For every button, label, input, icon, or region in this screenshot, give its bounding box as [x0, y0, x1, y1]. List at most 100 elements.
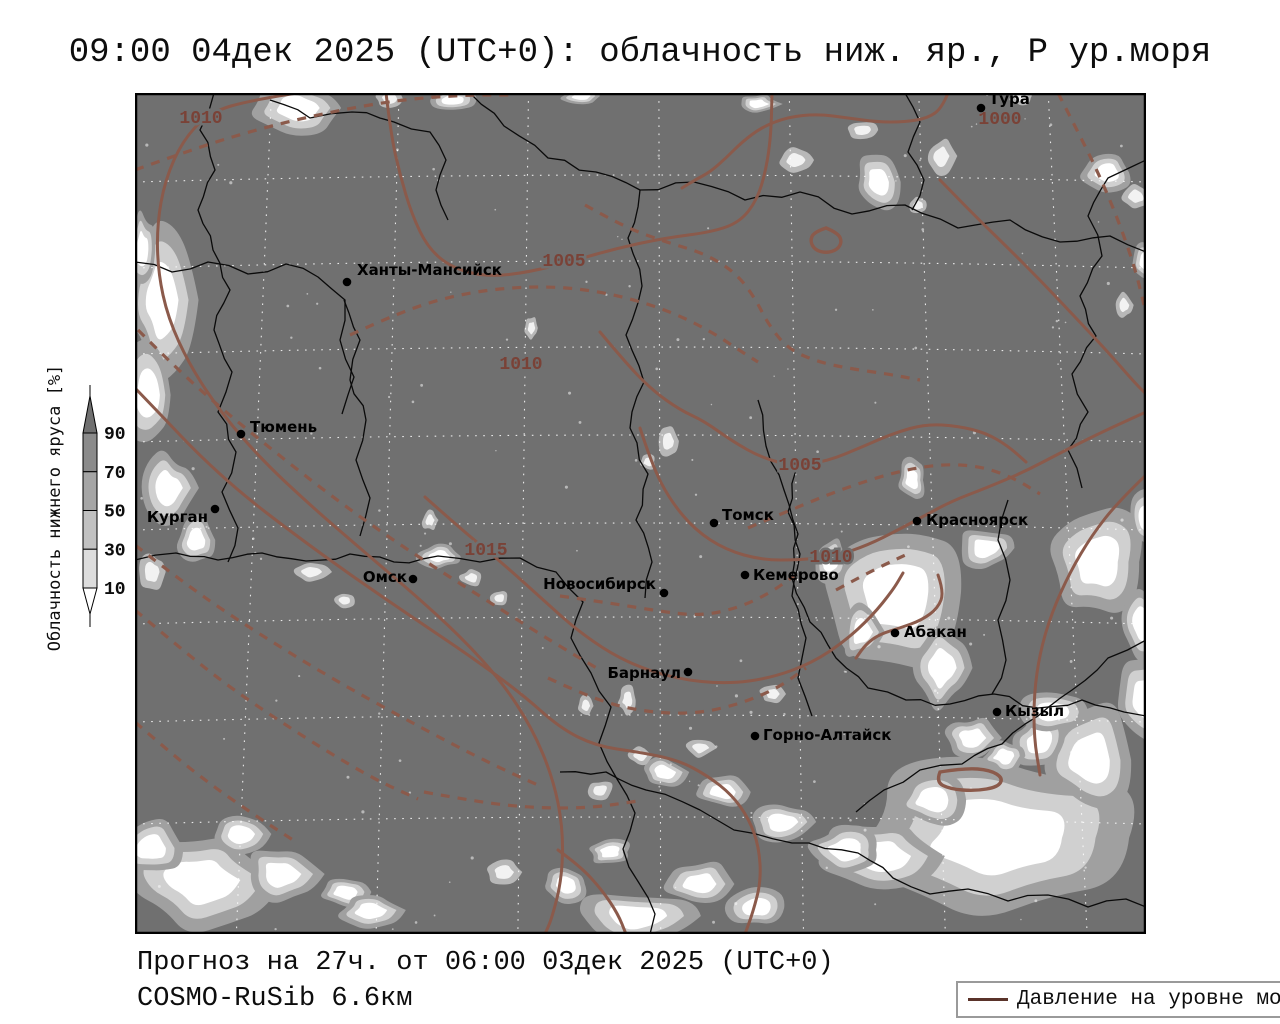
cloud-patch — [1068, 732, 1110, 784]
cloud-patch — [1026, 727, 1053, 754]
pressure-legend-label: Давление на уровне моря — [1017, 988, 1280, 1011]
colorbar-axis-label: Облачность нижнего яруса [%] — [45, 365, 65, 652]
cloud-patch — [494, 594, 504, 603]
colorbar-tick-label: 50 — [104, 503, 126, 523]
city-label: Кызыл — [1005, 702, 1064, 720]
cloud-patch — [1127, 189, 1144, 203]
city-marker — [912, 516, 922, 526]
isobar-line-sample — [968, 998, 1008, 1001]
city-label: Абакан — [904, 623, 967, 641]
cloud-patch — [1094, 163, 1119, 182]
cloud-patch — [144, 561, 160, 582]
city-marker — [740, 570, 750, 580]
city-marker — [890, 628, 900, 638]
cloud-patch — [868, 168, 889, 196]
cloud-patch — [227, 825, 256, 844]
city-marker — [408, 574, 418, 584]
city-label: Красноярск — [926, 511, 1028, 529]
cloud-patch — [333, 885, 358, 900]
city-label: Томск — [722, 506, 774, 524]
isobar-label: 1005 — [542, 252, 585, 272]
cloud-patch — [654, 764, 677, 780]
cloud-patch — [464, 573, 478, 583]
city-label: Тура — [989, 93, 1030, 108]
isobar-label: 1000 — [978, 110, 1021, 130]
isobar-label: 1005 — [778, 456, 821, 476]
cloud-patch — [1132, 680, 1146, 720]
cloudiness-colorbar: Облачность нижнего яруса [%] 90 70 50 30 10 — [45, 365, 126, 652]
city-label: Кемерово — [753, 566, 839, 584]
cloud-patch — [600, 845, 620, 858]
cloud-patch — [974, 539, 1000, 559]
pressure-legend: Давление на уровне моря — [956, 981, 1280, 1018]
cloud-patch — [1075, 535, 1120, 587]
cloud-free-patches — [135, 93, 1146, 934]
cloud-patch — [136, 368, 160, 418]
colorbar-seg-90-70 — [82, 432, 98, 473]
cloud-patch — [905, 468, 918, 490]
cloud-patch — [1132, 606, 1146, 641]
cloud-patch — [186, 527, 206, 551]
city-marker — [683, 667, 693, 677]
city-marker — [236, 429, 246, 439]
cloud-patch — [494, 865, 515, 879]
cloud-patch — [135, 231, 149, 267]
cloud-patch — [338, 596, 350, 605]
cloud-patch — [862, 564, 929, 629]
cloud-patch — [1119, 297, 1130, 313]
cloud-patch — [1015, 94, 1028, 103]
city-marker — [976, 103, 986, 113]
isobar-labels: 1010 1000 1005 1010 1005 1015 1010 — [177, 107, 1024, 571]
cloud-patch — [135, 834, 166, 859]
colorbar-seg-70-50 — [82, 471, 98, 511]
cloud-patch — [927, 647, 957, 689]
cloud-patch — [593, 785, 607, 796]
isobar-label: 1010 — [499, 355, 542, 375]
cloud-patch — [786, 152, 806, 168]
colorbar-tick-label: 90 — [104, 425, 126, 445]
cloud-patch — [155, 470, 183, 507]
colorbar-arrow-above-90 — [82, 395, 98, 434]
cloud-patch — [682, 873, 717, 894]
colorbar-seg-30-10 — [82, 548, 98, 589]
cloud-patch — [915, 786, 949, 813]
cloud-patch — [662, 432, 674, 450]
cloud-patch — [622, 691, 633, 709]
forecast-map: 1010 1000 1005 1010 1005 1015 1010 Тура Ханты-Ма… — [135, 93, 1146, 934]
city-label: Омск — [363, 568, 407, 586]
city-marker — [659, 588, 669, 598]
admin-borders — [135, 93, 1146, 934]
forecast-lead-time: Прогноз на 27ч. от 06:00 03дек 2025 (UTC… — [137, 948, 834, 978]
cloud-patch — [441, 94, 464, 105]
isobar-label: 1015 — [464, 541, 507, 561]
colorbar-tick-label: 10 — [104, 580, 126, 600]
cloud-patch — [527, 322, 536, 335]
city-label: Тюмень — [250, 418, 317, 436]
isobars-solid — [135, 93, 1146, 934]
cloud-patch — [301, 567, 323, 578]
colorbar-tick-label: 30 — [104, 541, 126, 561]
city-label: Новосибирск — [543, 575, 656, 593]
city-label: Барнаул — [607, 664, 681, 682]
cloud-patch — [425, 514, 435, 526]
cloud-patch — [958, 728, 987, 748]
cloud-patch — [581, 699, 591, 712]
city-marker — [210, 504, 220, 514]
cloud-patch — [265, 862, 302, 888]
isobar-label: 1010 — [179, 109, 222, 129]
cloud-patch — [993, 748, 1015, 765]
city-label: Горно-Алтайск — [763, 726, 892, 744]
colorbar-seg-50-30 — [82, 510, 98, 550]
city-label: Ханты-Мансийск — [357, 261, 502, 279]
city-marker — [750, 731, 760, 741]
city-label: Курган — [147, 508, 208, 526]
cloud-patch — [354, 902, 388, 920]
cloud-patch — [692, 743, 710, 754]
cloud-patch — [853, 617, 874, 644]
cloud-patch — [767, 813, 799, 832]
isobar-label: 1010 — [809, 548, 852, 568]
cloud-patch — [933, 146, 950, 168]
colorbar-arrow-below-10 — [82, 587, 98, 616]
cloud-patch — [854, 125, 871, 135]
